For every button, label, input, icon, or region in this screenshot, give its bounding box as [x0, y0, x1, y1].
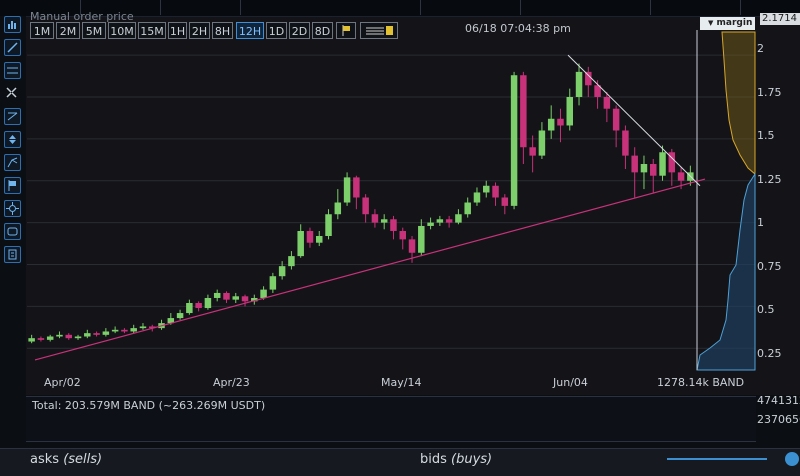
chart-type-icon[interactable]: [4, 16, 21, 33]
y-tick-label: 1.25: [757, 173, 782, 186]
x-tick-label: Apr/02: [44, 376, 81, 389]
measure-icon[interactable]: [4, 131, 21, 148]
volume-readout: 1278.14k BAND: [657, 376, 745, 389]
volume-total-label: Total: 203.579M BAND (~263.269M USDT): [32, 399, 266, 412]
timeframe-1d-button[interactable]: 1D: [266, 22, 287, 39]
fib-icon[interactable]: [4, 108, 21, 125]
text-box-icon[interactable]: [4, 223, 21, 240]
asks-sub-label: (sells): [63, 452, 103, 467]
top-strip: [0, 0, 800, 17]
timeframe-10m-button[interactable]: 10M: [108, 22, 136, 39]
current-price-label: 2.1714: [760, 13, 800, 25]
y-tick-label: 1: [757, 216, 764, 229]
bids-label: bids: [420, 452, 447, 467]
magnet-icon[interactable]: [4, 85, 21, 102]
dropdown-triangle-icon: ▼: [708, 19, 714, 27]
volume-y-tick: 2370656: [757, 413, 800, 426]
y-tick-label: 0.25: [757, 347, 782, 360]
x-tick-label: Apr/23: [213, 376, 250, 389]
timeframe-2m-button[interactable]: 2M: [56, 22, 80, 39]
top-divider: [520, 0, 521, 15]
cursor-timestamp: 06/18 07:04:38 pm: [465, 22, 571, 35]
order-lines-toggle-button[interactable]: [360, 22, 398, 39]
draw-line-icon[interactable]: [4, 39, 21, 56]
flag-icon[interactable]: [4, 177, 21, 194]
asks-label: asks: [30, 452, 60, 467]
top-divider: [80, 0, 81, 15]
scroll-track[interactable]: [667, 458, 767, 460]
price-chart-panel[interactable]: [26, 17, 800, 395]
top-divider: [650, 0, 651, 15]
asks-tab[interactable]: asks (sells): [30, 452, 102, 467]
chart-title: Manual order price: [30, 10, 134, 23]
timeframe-5m-button[interactable]: 5M: [82, 22, 106, 39]
fork-icon[interactable]: [4, 154, 21, 171]
volume-panel[interactable]: [26, 396, 756, 442]
timeframe-2h-button[interactable]: 2H: [189, 22, 210, 39]
y-tick-label: 0.75: [757, 260, 782, 273]
draw-hline-icon[interactable]: [4, 62, 21, 79]
y-tick-label: 0.5: [757, 303, 775, 316]
timeframe-2d-button[interactable]: 2D: [289, 22, 310, 39]
margin-label: margin: [716, 18, 753, 28]
bids-sub-label: (buys): [451, 452, 493, 467]
scroll-handle[interactable]: [785, 452, 799, 466]
crosshair-icon[interactable]: [4, 200, 21, 217]
top-divider: [240, 0, 241, 15]
timeframe-8d-button[interactable]: 8D: [312, 22, 333, 39]
x-tick-label: May/14: [381, 376, 422, 389]
x-tick-label: Jun/04: [553, 376, 588, 389]
timeframe-1m-button[interactable]: 1M: [30, 22, 54, 39]
orderbook-tab-bar: [0, 448, 800, 476]
y-tick-label: 2: [757, 42, 764, 55]
bids-tab[interactable]: bids (buys): [420, 452, 492, 467]
timeframe-8h-button[interactable]: 8H: [212, 22, 233, 39]
flag-marker-button[interactable]: [336, 22, 356, 39]
timeframe-12h-button[interactable]: 12H: [236, 22, 264, 39]
drawing-toolbar: [0, 16, 26, 436]
clear-icon[interactable]: [4, 246, 21, 263]
flag-marker-icon: [342, 25, 350, 36]
timeframe-15m-button[interactable]: 15M: [138, 22, 166, 39]
y-tick-label: 1.75: [757, 86, 782, 99]
timeframe-1h-button[interactable]: 1H: [168, 22, 187, 39]
top-divider: [740, 0, 741, 15]
top-divider: [420, 0, 421, 15]
y-tick-label: 1.5: [757, 129, 775, 142]
order-lines-icon: [366, 26, 393, 35]
margin-toggle[interactable]: ▼ margin: [700, 17, 755, 30]
top-divider: [160, 0, 161, 15]
